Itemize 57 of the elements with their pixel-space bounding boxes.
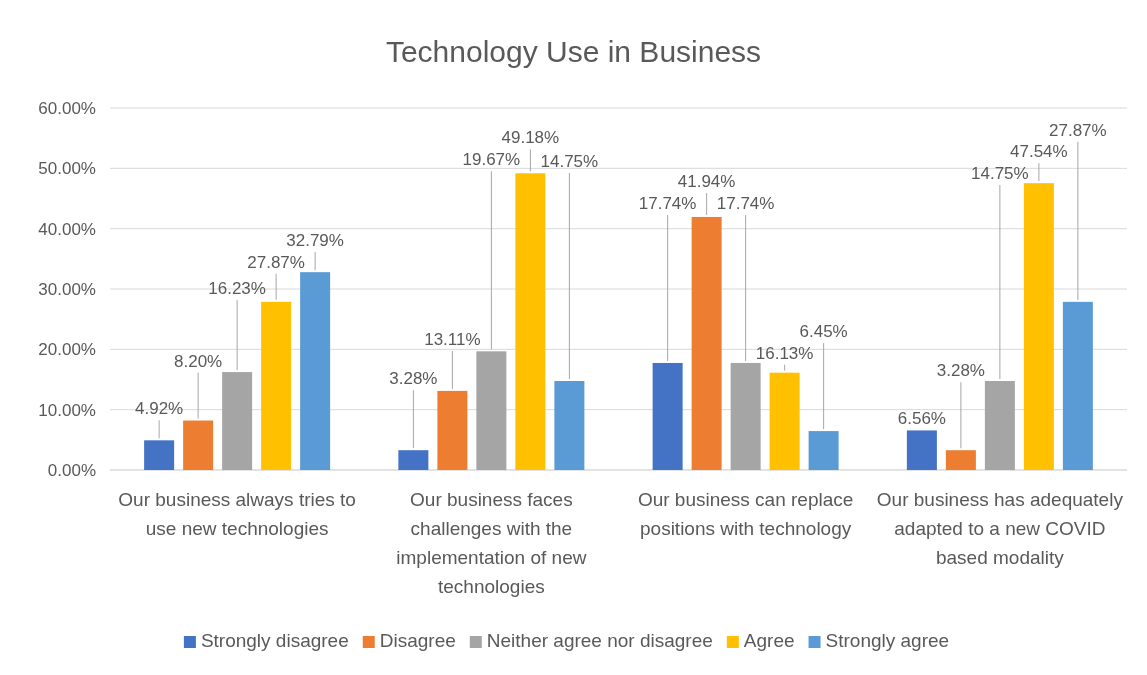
data-label: 6.45%: [799, 322, 848, 342]
chart-title: Technology Use in Business: [385, 35, 762, 68]
bar: [437, 390, 468, 470]
bar: [1023, 183, 1054, 470]
bar: [261, 301, 292, 470]
bar: [691, 216, 722, 470]
y-tick-label: 60.00%: [38, 98, 96, 118]
bar: [730, 362, 761, 470]
data-label: 19.67%: [462, 150, 521, 170]
bar: [144, 440, 175, 470]
data-label: 17.74%: [716, 193, 775, 213]
x-tick-label: Our business has adequately adapted to a new COVID based modality: [876, 489, 1124, 568]
y-tick-label: 50.00%: [38, 159, 96, 179]
data-label: 41.94%: [677, 171, 736, 191]
bar: [183, 420, 214, 470]
bar: [398, 450, 429, 470]
data-label: 14.75%: [971, 164, 1029, 184]
x-tick-label: Our business faces challenges with the implementation of new technologies: [396, 489, 587, 597]
data-label: 4.92%: [135, 399, 184, 419]
legend-label: Agree: [743, 630, 795, 651]
legend-label: Disagree: [379, 630, 456, 651]
bar: [515, 173, 546, 470]
y-tick-label: 20.00%: [38, 340, 96, 360]
data-label: 6.56%: [897, 409, 946, 429]
data-label: 49.18%: [501, 128, 560, 148]
data-label: 47.54%: [1010, 142, 1068, 162]
bar: [554, 381, 585, 470]
y-tick-label: 40.00%: [38, 219, 96, 239]
bar: [808, 431, 839, 470]
bar: [906, 430, 937, 470]
bar: [769, 372, 800, 470]
data-label: 16.23%: [208, 279, 266, 299]
data-label: 16.13%: [755, 343, 814, 363]
legend-label: Strongly disagree: [200, 630, 349, 651]
data-label: 3.28%: [389, 369, 438, 389]
data-label: 17.74%: [638, 193, 697, 213]
bar: [652, 362, 683, 470]
bar: [300, 272, 331, 470]
data-label: 27.87%: [247, 252, 305, 272]
bar: [476, 351, 507, 470]
data-label: 32.79%: [286, 231, 344, 251]
bar: [1062, 301, 1093, 470]
data-label: 27.87%: [1049, 120, 1107, 140]
y-tick-label: 10.00%: [38, 400, 96, 420]
legend-label: Neither agree nor disagree: [486, 630, 713, 651]
data-label: 8.20%: [174, 351, 223, 371]
data-label: 3.28%: [936, 361, 985, 381]
legend-label: Strongly agree: [825, 630, 950, 651]
data-label: 13.11%: [424, 329, 481, 349]
y-tick-label: 30.00%: [38, 279, 96, 299]
data-label: 14.75%: [540, 152, 599, 172]
bar: [222, 372, 253, 470]
x-tick-label: Our business always tries to use new technologies: [118, 489, 356, 539]
bar: [984, 381, 1015, 470]
x-tick-label: Our business can replace positions with technology: [637, 489, 854, 539]
bar: [945, 450, 976, 470]
y-tick-label: 0.00%: [47, 460, 96, 480]
